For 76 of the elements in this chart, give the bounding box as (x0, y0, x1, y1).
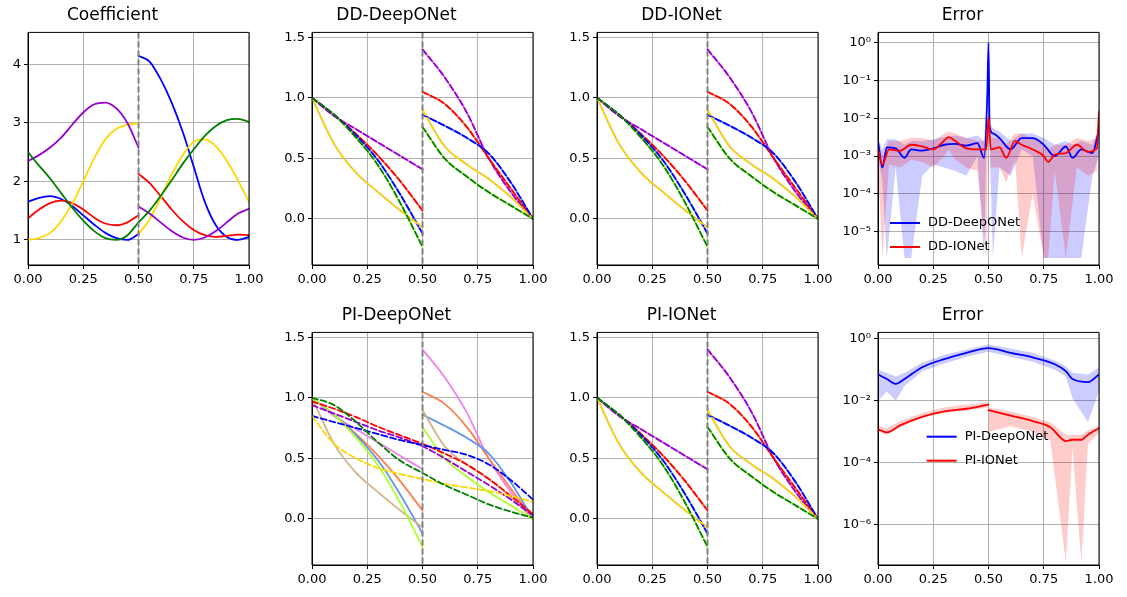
y-tick-label: 0.5 (284, 449, 305, 465)
legend-label: PI-DeepONet (964, 428, 1049, 444)
x-tick-label: 1.00 (803, 271, 833, 287)
legend-label: PI-IONet (964, 452, 1018, 468)
chart-title: DD-IONet (641, 3, 723, 24)
x-tick-label: 0.50 (124, 271, 153, 287)
chart-title: Error (941, 3, 984, 24)
y-tick-label: 10⁻⁴ (842, 454, 871, 470)
x-tick-label: 1.00 (518, 271, 548, 287)
x-tick-label: 0.25 (918, 571, 948, 587)
legend-label: DD-IONet (928, 238, 990, 254)
x-tick-label: 0.00 (582, 571, 612, 587)
y-tick-label: 10⁻² (842, 109, 871, 125)
x-tick-label: 1.00 (518, 571, 548, 587)
chart-title: PI-DeepONet (341, 303, 452, 324)
y-tick-label: 10⁻¹ (842, 72, 871, 88)
x-tick-label: 0.50 (974, 571, 1003, 587)
y-tick-label: 1.0 (569, 389, 590, 405)
y-tick-label: 10⁻⁴ (842, 185, 871, 201)
x-tick-label: 1.00 (1084, 271, 1114, 287)
x-tick-label: 0.00 (863, 271, 893, 287)
x-tick-label: 0.75 (1029, 571, 1059, 587)
y-tick-label: 0.0 (284, 210, 305, 226)
y-tick-label: 0.0 (569, 210, 590, 226)
y-tick-label: 0.0 (569, 510, 590, 526)
y-tick-label: 10⁻⁶ (842, 516, 871, 532)
x-tick-label: 0.00 (297, 271, 327, 287)
x-tick-label: 0.75 (748, 271, 778, 287)
chart-title: PI-IONet (646, 303, 717, 324)
y-tick-label: 4 (12, 55, 21, 71)
x-tick-label: 0.50 (974, 271, 1003, 287)
y-tick-label: 1.5 (284, 28, 305, 44)
y-tick-label: 10⁰ (849, 34, 871, 50)
y-tick-label: 0.5 (284, 149, 305, 165)
x-tick-label: 1.00 (803, 571, 833, 587)
legend-label: DD-DeepONet (928, 214, 1021, 230)
y-tick-label: 10⁻² (842, 392, 871, 408)
x-tick-label: 0.25 (637, 271, 667, 287)
y-tick-label: 10⁰ (849, 330, 871, 346)
x-tick-label: 0.25 (352, 571, 382, 587)
x-tick-label: 0.25 (918, 271, 948, 287)
x-tick-label: 0.50 (408, 571, 437, 587)
x-tick-label: 0.75 (1029, 271, 1059, 287)
y-tick-label: 0.0 (284, 510, 305, 526)
y-tick-label: 10⁻⁵ (842, 222, 871, 238)
y-tick-label: 2 (12, 172, 21, 188)
chart-title: DD-DeepONet (336, 3, 457, 24)
x-tick-label: 0.00 (863, 571, 893, 587)
y-tick-label: 3 (12, 114, 21, 130)
x-tick-label: 1.00 (234, 271, 264, 287)
x-tick-label: 0.00 (13, 271, 43, 287)
x-tick-label: 1.00 (1084, 571, 1114, 587)
x-tick-label: 0.25 (637, 571, 667, 587)
chart-title: Error (941, 303, 984, 324)
x-tick-label: 0.75 (748, 571, 778, 587)
y-tick-label: 1.0 (284, 89, 305, 105)
y-tick-label: 1 (12, 231, 21, 247)
x-tick-label: 0.00 (297, 571, 327, 587)
x-tick-label: 0.25 (352, 271, 382, 287)
y-tick-label: 1.5 (284, 328, 305, 344)
x-tick-label: 0.75 (179, 271, 209, 287)
x-tick-label: 0.25 (68, 271, 98, 287)
x-tick-label: 0.75 (463, 271, 493, 287)
x-tick-label: 0.75 (463, 571, 493, 587)
y-tick-label: 0.5 (569, 449, 590, 465)
x-tick-label: 0.00 (582, 271, 612, 287)
chart-title: Coefficient (66, 3, 159, 24)
x-tick-label: 0.50 (693, 271, 722, 287)
y-tick-label: 1.5 (569, 28, 590, 44)
x-tick-label: 0.50 (408, 271, 437, 287)
y-tick-label: 10⁻³ (842, 147, 871, 163)
y-tick-label: 1.0 (284, 389, 305, 405)
x-tick-label: 0.50 (693, 571, 722, 587)
y-tick-label: 1.0 (569, 89, 590, 105)
y-tick-label: 1.5 (569, 328, 590, 344)
y-tick-label: 0.5 (569, 149, 590, 165)
